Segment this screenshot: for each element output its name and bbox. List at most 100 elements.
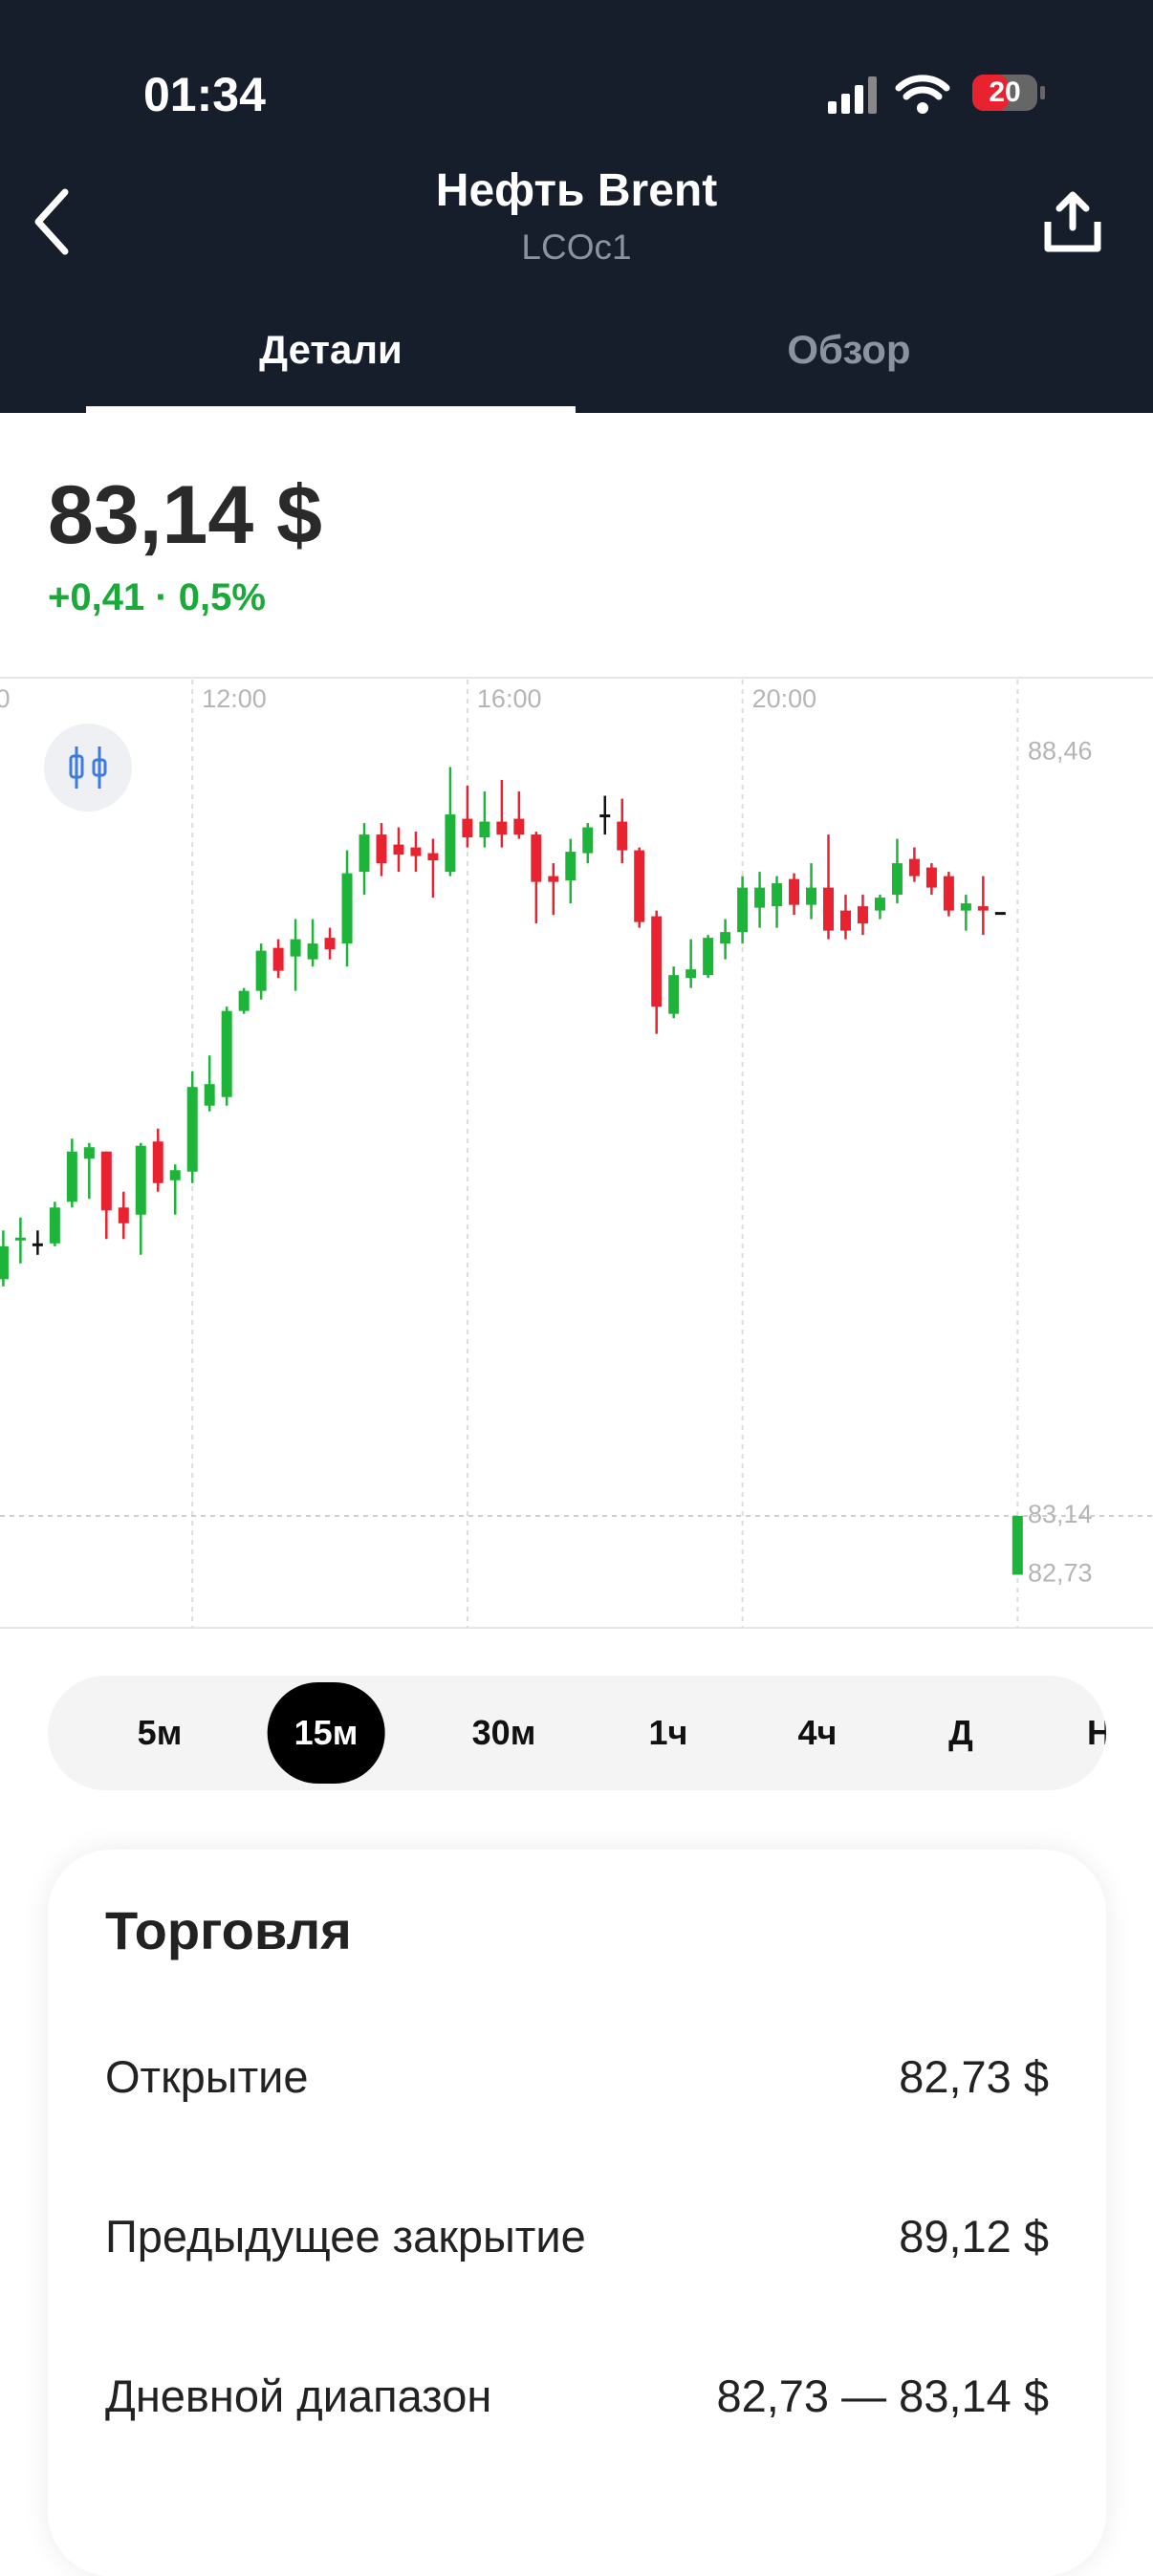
chart: 0 12:00 16:00 20:00 88,46 83,14 82,73 <box>0 680 1153 1629</box>
back-button[interactable] <box>29 186 76 258</box>
candle-body <box>359 834 370 873</box>
candle-body <box>943 876 954 911</box>
trading-row: Дневной диапазон 82,73 — 83,14 $ <box>105 2370 1049 2422</box>
indicator-icon <box>92 758 107 777</box>
indicator-icon <box>75 747 101 789</box>
row-value: 82,73 — 83,14 $ <box>716 2370 1049 2421</box>
candle-body <box>100 1151 112 1211</box>
x-tick-label: 0 <box>0 684 10 713</box>
candle-body <box>290 939 301 957</box>
subtitle: LCOc1 <box>521 227 632 267</box>
candle-body <box>307 943 318 960</box>
timeframe-button[interactable]: 4ч <box>797 1713 838 1752</box>
candle-body <box>14 1237 26 1241</box>
candle-body <box>66 1151 77 1202</box>
candle-body <box>789 878 800 905</box>
candle-body <box>49 1207 60 1244</box>
timeframe-button[interactable]: 5м <box>137 1713 183 1752</box>
candle-body <box>152 1141 163 1183</box>
candle-body <box>324 938 336 950</box>
timeframe-button[interactable]: Д <box>948 1713 973 1752</box>
candle-body <box>874 898 885 911</box>
x-tick-label: 20:00 <box>752 684 817 713</box>
y-tick-label: 82,73 <box>1028 1559 1093 1588</box>
candle-body <box>685 969 697 979</box>
row-label: Дневной диапазон <box>105 2370 492 2421</box>
divider <box>0 677 1153 679</box>
candle-body <box>1012 1515 1023 1575</box>
candle-body <box>272 947 284 971</box>
candle-body <box>599 814 611 818</box>
timeframe-bar: 5м 15м 30м 1ч 4ч Д Н <box>48 1676 1106 1790</box>
tab[interactable]: Обзор <box>787 327 911 372</box>
candle-body <box>754 887 766 908</box>
candle-body <box>0 1245 9 1280</box>
battery-level: 20 <box>989 76 1020 108</box>
candle-body <box>668 975 680 1014</box>
candle-body <box>83 1147 95 1159</box>
trading-row: Открытие 82,73 $ <box>105 2050 1049 2103</box>
candle-body <box>135 1145 146 1215</box>
candle-body <box>479 821 490 838</box>
candle-body <box>772 883 783 907</box>
candle-body <box>891 863 903 896</box>
candle-body <box>977 906 989 911</box>
row-label: Предыдущее закрытие <box>105 2211 586 2262</box>
x-tick-label: 16:00 <box>477 684 542 713</box>
candle-body <box>410 847 422 856</box>
candle-body <box>720 932 731 944</box>
status-icons: 20 <box>828 75 1045 114</box>
timeframe-button[interactable]: 30м <box>471 1713 536 1752</box>
price-change: +0,41 · 0,5% <box>48 576 266 618</box>
row-value: 89,12 $ <box>899 2211 1049 2262</box>
tab-underline <box>86 406 576 413</box>
candle-body <box>634 850 645 922</box>
candle-body <box>462 818 473 838</box>
candle-body <box>908 858 920 877</box>
candle-body <box>169 1170 181 1180</box>
candle-body <box>857 906 868 924</box>
indicator-button[interactable] <box>44 724 132 812</box>
candle-body <box>341 873 353 944</box>
status-time: 01:34 <box>143 68 266 121</box>
screen: 01:34 20 Нефть Brent LCOc1 Детали Обзор … <box>0 0 1153 2422</box>
timeframe-button[interactable]: Н <box>1087 1713 1106 1752</box>
candle-body <box>393 844 404 855</box>
price: 83,14 $ <box>48 469 322 561</box>
timeframe-button[interactable]: 15м <box>267 1682 385 1784</box>
y-tick-label: 83,14 <box>1028 1500 1093 1528</box>
candle-body <box>703 938 714 976</box>
title: Нефть Brent <box>435 165 718 216</box>
candle-body <box>806 887 817 905</box>
tab[interactable]: Детали <box>259 327 402 372</box>
candle-body <box>925 867 937 888</box>
share-button[interactable] <box>1042 189 1103 256</box>
candle-body <box>32 1243 43 1246</box>
candle-body <box>118 1207 129 1223</box>
candle-body <box>823 887 835 931</box>
candle-body <box>221 1010 232 1097</box>
candle-body <box>994 912 1006 916</box>
candle-body <box>255 950 267 991</box>
x-tick-label: 12:00 <box>202 684 267 713</box>
candle-body <box>839 910 851 931</box>
trading-row: Предыдущее закрытие 89,12 $ <box>105 2210 1049 2262</box>
candle-body <box>496 821 508 835</box>
candle-body <box>376 834 387 864</box>
candle-body <box>445 814 456 873</box>
card-title: Торговля <box>105 1900 352 1960</box>
candle-body <box>238 990 250 1011</box>
y-tick-label: 88,46 <box>1028 737 1093 766</box>
candle-body <box>513 818 525 835</box>
indicator-icon <box>69 754 84 779</box>
candle-body <box>651 916 663 1007</box>
timeframe-button[interactable]: 1ч <box>648 1713 688 1752</box>
candle-body <box>737 887 749 933</box>
row-value: 82,73 $ <box>899 2051 1049 2102</box>
candle-body <box>548 876 559 882</box>
candle-body <box>531 834 542 882</box>
page: Brent {"status_bar": {"time": "01:34", "… <box>0 0 1153 2422</box>
header-bar: 01:34 20 Нефть Brent LCOc1 Детали Обзор <box>0 0 1153 413</box>
row-label: Открытие <box>105 2051 309 2102</box>
candle-body <box>617 821 628 851</box>
